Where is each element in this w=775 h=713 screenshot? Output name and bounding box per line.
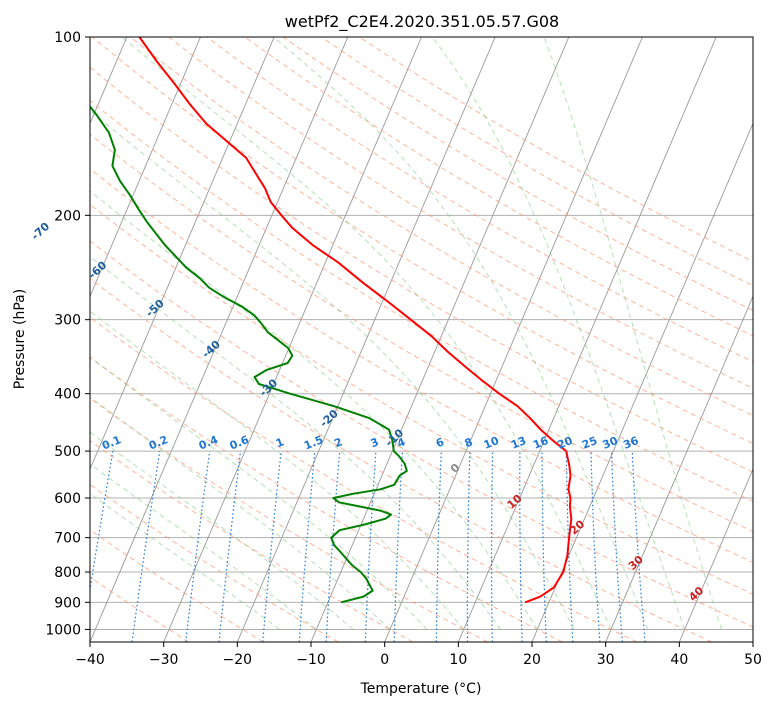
mixing-ratio-label: 30: [601, 434, 620, 452]
mixing-ratio-line: [185, 451, 211, 642]
x-axis-label: Temperature (°C): [360, 681, 482, 697]
profiles: [90, 37, 573, 604]
y-axis-label: Pressure (hPa): [12, 289, 28, 389]
y-tick-label: 300: [54, 313, 81, 329]
y-tick-label: 700: [54, 531, 81, 547]
mixing-ratio-line: [631, 451, 646, 642]
mixing-ratio-label: 20: [555, 434, 574, 452]
isotherm-line: [384, 37, 643, 642]
moist-adiabat: [90, 356, 428, 630]
mixing-ratio-line: [298, 451, 316, 642]
x-tick-label: 20: [523, 652, 541, 668]
mixing-ratio-label: 25: [580, 434, 599, 452]
moist-adiabat: [90, 396, 391, 630]
isotherm-line: [163, 37, 422, 642]
dry-adiabat: [206, 37, 753, 363]
axis-ticks: −40 −30 −20 −10 0 10 20 30 40 50 100 200 300 400 500 60…: [45, 30, 762, 668]
mixing-ratio-label: 10: [482, 434, 501, 452]
isotherm-line: [90, 37, 201, 298]
mixing-ratio-label: 16: [531, 434, 550, 452]
x-tick-label: −20: [223, 652, 253, 668]
isotherm-line: [678, 467, 753, 642]
y-tick-label: 800: [54, 565, 81, 581]
dry-adiabat: [282, 37, 753, 312]
mixing-ratio-label: 2: [332, 435, 344, 450]
mixing-ratio-line: [218, 451, 242, 642]
temperature-profile: [138, 37, 573, 604]
moist-adiabat: [90, 310, 465, 630]
moist-adiabat: [90, 431, 354, 630]
y-tick-label: 1000: [45, 622, 81, 638]
y-tick-label: 200: [54, 208, 81, 224]
dry-adiabat: [90, 440, 414, 642]
moist-adiabat: [90, 256, 501, 630]
dry-adiabat: [90, 397, 488, 642]
mixing-ratio-label: 3: [369, 435, 381, 450]
x-tick-label: 40: [670, 652, 688, 668]
isotherm-line: [90, 37, 275, 471]
chart-title: wetPf2_C2E4.2020.351.05.57.G08: [285, 12, 559, 32]
isotherm-line: [605, 295, 753, 642]
y-tick-label: 100: [54, 30, 81, 46]
dry-adiabat: [90, 483, 339, 642]
isotherm-line: [457, 37, 717, 642]
dry-adiabat: [90, 203, 753, 595]
x-tick-label: −30: [149, 652, 179, 668]
mixing-ratio-line: [262, 451, 282, 642]
mixing-ratio-label: 36: [621, 434, 640, 452]
mixing-ratio-label: 1: [274, 435, 286, 450]
mixing-ratio-line: [131, 451, 161, 642]
mixing-ratio-label: 8: [463, 435, 475, 450]
dry-adiabat: [90, 356, 563, 642]
y-tick-label: 600: [54, 491, 81, 507]
dry-adiabat: [90, 133, 753, 533]
isotherm-line: [90, 37, 349, 642]
moist-adiabat: [273, 37, 649, 630]
x-tick-label: 0: [380, 652, 389, 668]
x-tick-label: −40: [75, 652, 105, 668]
moist-adiabat: [121, 37, 612, 630]
x-tick-label: −10: [296, 652, 326, 668]
mixing-ratio-label: 13: [509, 434, 528, 452]
y-tick-label: 400: [54, 387, 81, 403]
y-tick-label: 500: [54, 444, 81, 460]
moist-adiabat: [90, 109, 575, 630]
dry-adiabat: [90, 66, 753, 473]
moist-adiabat: [543, 37, 722, 630]
dry-adiabat: [90, 240, 753, 628]
isotherm-line: [236, 37, 496, 642]
x-tick-label: 30: [597, 652, 615, 668]
moist-adiabat: [90, 190, 538, 630]
isotherm-line: [531, 122, 753, 642]
y-tick-label: 900: [54, 595, 81, 611]
dry-adiabat: [90, 168, 753, 563]
reference-lines: [90, 37, 753, 642]
plot-frame: [89, 36, 754, 643]
mixing-ratio-line: [90, 450, 114, 594]
x-tick-label: 10: [449, 652, 467, 668]
dry-adiabat: [130, 37, 753, 417]
moist-adiabat: [431, 37, 686, 630]
dewpoint-profile: [90, 104, 408, 604]
x-tick-label: 50: [744, 652, 762, 668]
